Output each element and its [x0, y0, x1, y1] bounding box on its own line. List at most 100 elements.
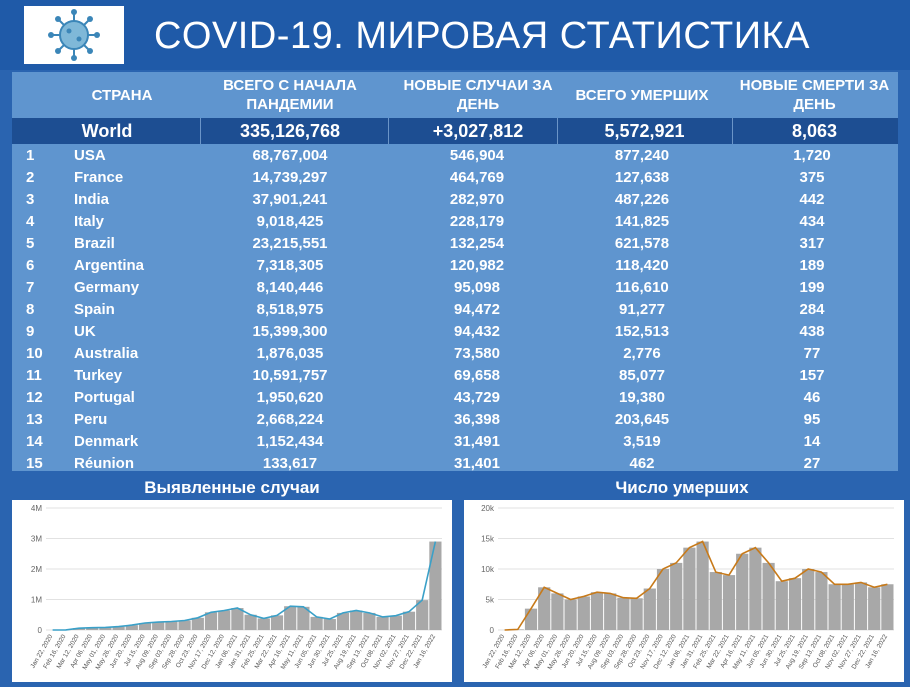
data-bar	[775, 581, 788, 630]
data-bar	[604, 593, 617, 630]
data-bar	[802, 569, 815, 630]
cell-rank: 7	[26, 279, 35, 296]
data-bar	[643, 588, 656, 630]
cell-deaths: 118,420	[615, 257, 669, 274]
data-bar	[722, 575, 736, 630]
data-bar	[99, 627, 112, 630]
world-row: World 335,126,768 +3,027,812 5,572,921 8…	[12, 118, 898, 144]
cell-new-deaths: 375	[799, 169, 825, 186]
y-tick-label: 0	[490, 626, 495, 635]
cell-total: 1,876,035	[256, 345, 324, 362]
cell-total: 133,617	[262, 455, 318, 472]
header-new-deaths: НОВЫЕ СМЕРТИ ЗА ДЕНЬ	[739, 77, 890, 113]
data-bar	[617, 597, 630, 630]
cell-deaths: 621,578	[614, 235, 670, 252]
y-tick-label: 15k	[481, 535, 495, 544]
data-bar	[204, 612, 218, 630]
data-bar	[564, 599, 577, 630]
data-bar	[590, 592, 604, 630]
header-new: НОВЫЕ СЛУЧАИ ЗА ДЕНЬ	[403, 77, 553, 113]
data-bar	[72, 628, 86, 630]
cell-new: 43,729	[454, 389, 500, 406]
deaths-chart: 0 5k 10k 15k 20k Jan 22, 2020 Feb 16, 2020 Mar …	[464, 500, 904, 682]
data-bar	[881, 584, 894, 630]
data-bar	[854, 582, 868, 630]
cell-total: 37,901,241	[252, 191, 328, 208]
cell-new: 95,098	[454, 279, 500, 296]
divider	[388, 118, 389, 144]
cell-new: 282,970	[449, 191, 505, 208]
cell-new: 31,401	[454, 455, 500, 472]
cell-rank: 15	[26, 455, 43, 472]
data-bar	[538, 587, 551, 630]
header-total: ВСЕГО С НАЧАЛА ПАНДЕМИИ	[223, 77, 357, 113]
cell-country: Turkey	[74, 367, 123, 384]
data-bar	[257, 618, 270, 630]
data-bar	[630, 598, 643, 630]
cell-deaths: 487,226	[614, 191, 670, 208]
cell-new-deaths: 317	[799, 235, 825, 252]
cell-country: Germany	[74, 279, 140, 296]
table-row: 1 USA 68,767,004 546,904 877,240 1,720	[12, 145, 898, 167]
data-bar	[231, 608, 244, 630]
cell-rank: 12	[26, 389, 43, 406]
cell-deaths: 3,519	[623, 433, 661, 450]
cell-country: UK	[74, 323, 96, 340]
cell-new-deaths: 27	[803, 455, 821, 472]
table-row: 5 Brazil 23,215,551 132,254 621,578 317	[12, 233, 898, 255]
page-title: COVID-19. МИРОВАЯ СТАТИСТИКА	[153, 15, 811, 57]
cell-country: Denmark	[74, 433, 139, 450]
table-row: 14 Denmark 1,152,434 31,491 3,519 14	[12, 431, 898, 453]
data-bar	[165, 621, 178, 630]
cell-country: Spain	[74, 301, 115, 318]
cell-deaths: 2,776	[623, 345, 661, 362]
cell-rank: 8	[26, 301, 35, 318]
table-row: 7 Germany 8,140,446 95,098 116,610 199	[12, 277, 898, 299]
cell-new: 132,254	[449, 235, 505, 252]
cell-rank: 5	[26, 235, 35, 252]
data-bar	[656, 569, 670, 630]
y-tick-label: 3M	[31, 535, 42, 544]
world-total: 335,126,768	[239, 121, 341, 141]
table-row: 12 Portugal 1,950,620 43,729 19,380 46	[12, 387, 898, 409]
data-bar	[297, 606, 310, 630]
cell-total: 8,140,446	[256, 279, 324, 296]
cell-rank: 6	[26, 257, 35, 274]
cell-deaths: 91,277	[619, 301, 665, 318]
cell-new: 464,769	[449, 169, 505, 186]
world-label: World	[81, 121, 133, 141]
data-bar	[696, 541, 709, 630]
cell-country: Brazil	[74, 235, 115, 252]
data-bar	[749, 547, 762, 630]
data-bar	[244, 614, 257, 630]
header-deaths: ВСЕГО УМЕРШИХ	[575, 86, 709, 104]
trend-line	[52, 541, 437, 631]
data-bar	[868, 587, 881, 630]
cell-country: France	[74, 169, 124, 186]
y-tick-label: 1M	[31, 596, 42, 605]
divider	[557, 118, 558, 144]
cell-total: 7,318,305	[256, 257, 324, 274]
data-bar	[178, 620, 191, 630]
cell-new-deaths: 157	[799, 367, 825, 384]
data-bar	[828, 584, 841, 630]
world-new-deaths: 8,063	[791, 121, 838, 141]
data-bar	[683, 547, 696, 630]
y-tick-label: 10k	[481, 565, 495, 574]
cell-country: USA	[74, 147, 106, 164]
cell-new-deaths: 14	[803, 433, 821, 450]
header-country: СТРАНА	[91, 86, 153, 104]
data-bar	[138, 622, 152, 630]
cell-new-deaths: 438	[799, 323, 825, 340]
cell-country: Peru	[74, 411, 108, 428]
cell-total: 2,668,224	[256, 411, 324, 428]
data-bar	[815, 572, 828, 630]
divider	[732, 118, 733, 144]
data-bar	[284, 606, 297, 630]
cell-new-deaths: 199	[799, 279, 825, 296]
cell-rank: 9	[26, 323, 35, 340]
header: COVID-19. МИРОВАЯ СТАТИСТИКА	[0, 0, 910, 70]
